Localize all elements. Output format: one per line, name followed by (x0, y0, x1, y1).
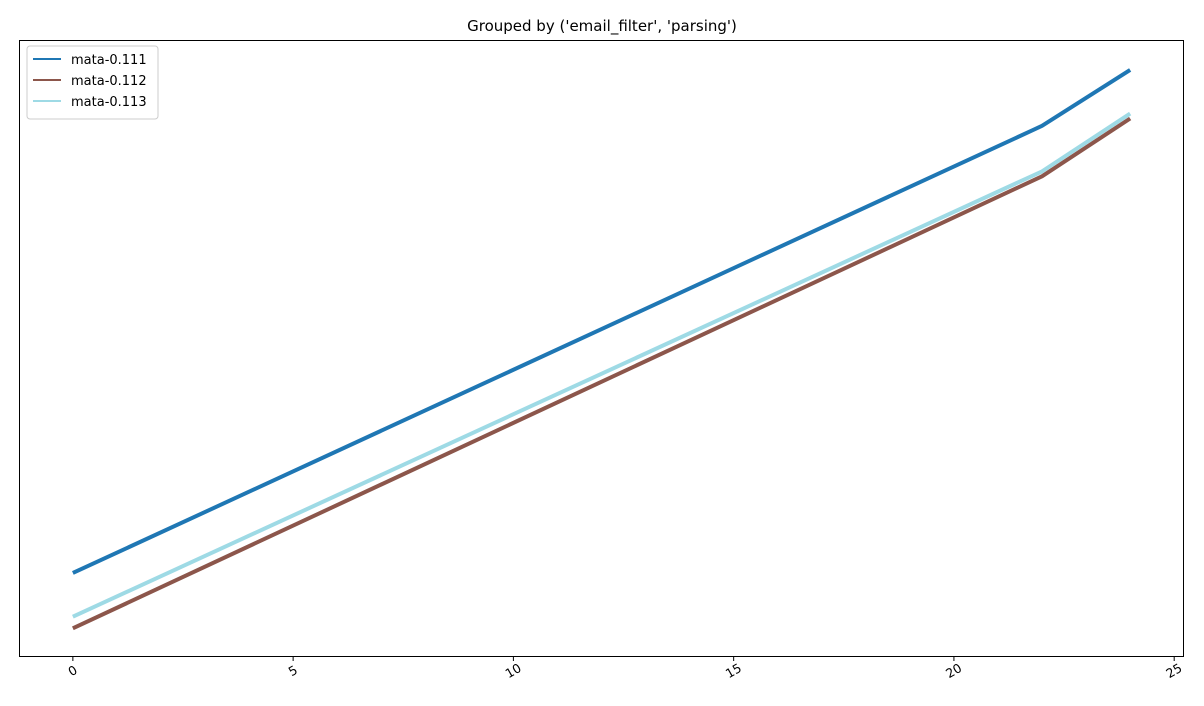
plot-area-frame (19, 40, 1184, 657)
chart-title: Grouped by ('email_filter', 'parsing') (467, 17, 737, 36)
legend-label: mata-0.112 (71, 74, 147, 89)
x-tick-label: 10 (503, 660, 524, 681)
series-line-2 (72, 116, 1132, 631)
x-tick-label: 25 (1163, 660, 1184, 681)
x-tick-label: 15 (723, 660, 744, 681)
x-tick-label: 5 (286, 662, 300, 679)
legend-label: mata-0.113 (71, 95, 147, 110)
x-tick-label: 0 (65, 662, 79, 679)
series-line-3 (72, 111, 1132, 619)
legend-label: mata-0.111 (71, 53, 147, 68)
series-line-1 (72, 68, 1132, 575)
x-axis: 0 5 10 15 20 25 (65, 656, 1185, 681)
series-layer (72, 68, 1132, 631)
legend: mata-0.111 mata-0.112 mata-0.113 (26, 45, 159, 120)
x-tick-label: 20 (943, 660, 964, 681)
